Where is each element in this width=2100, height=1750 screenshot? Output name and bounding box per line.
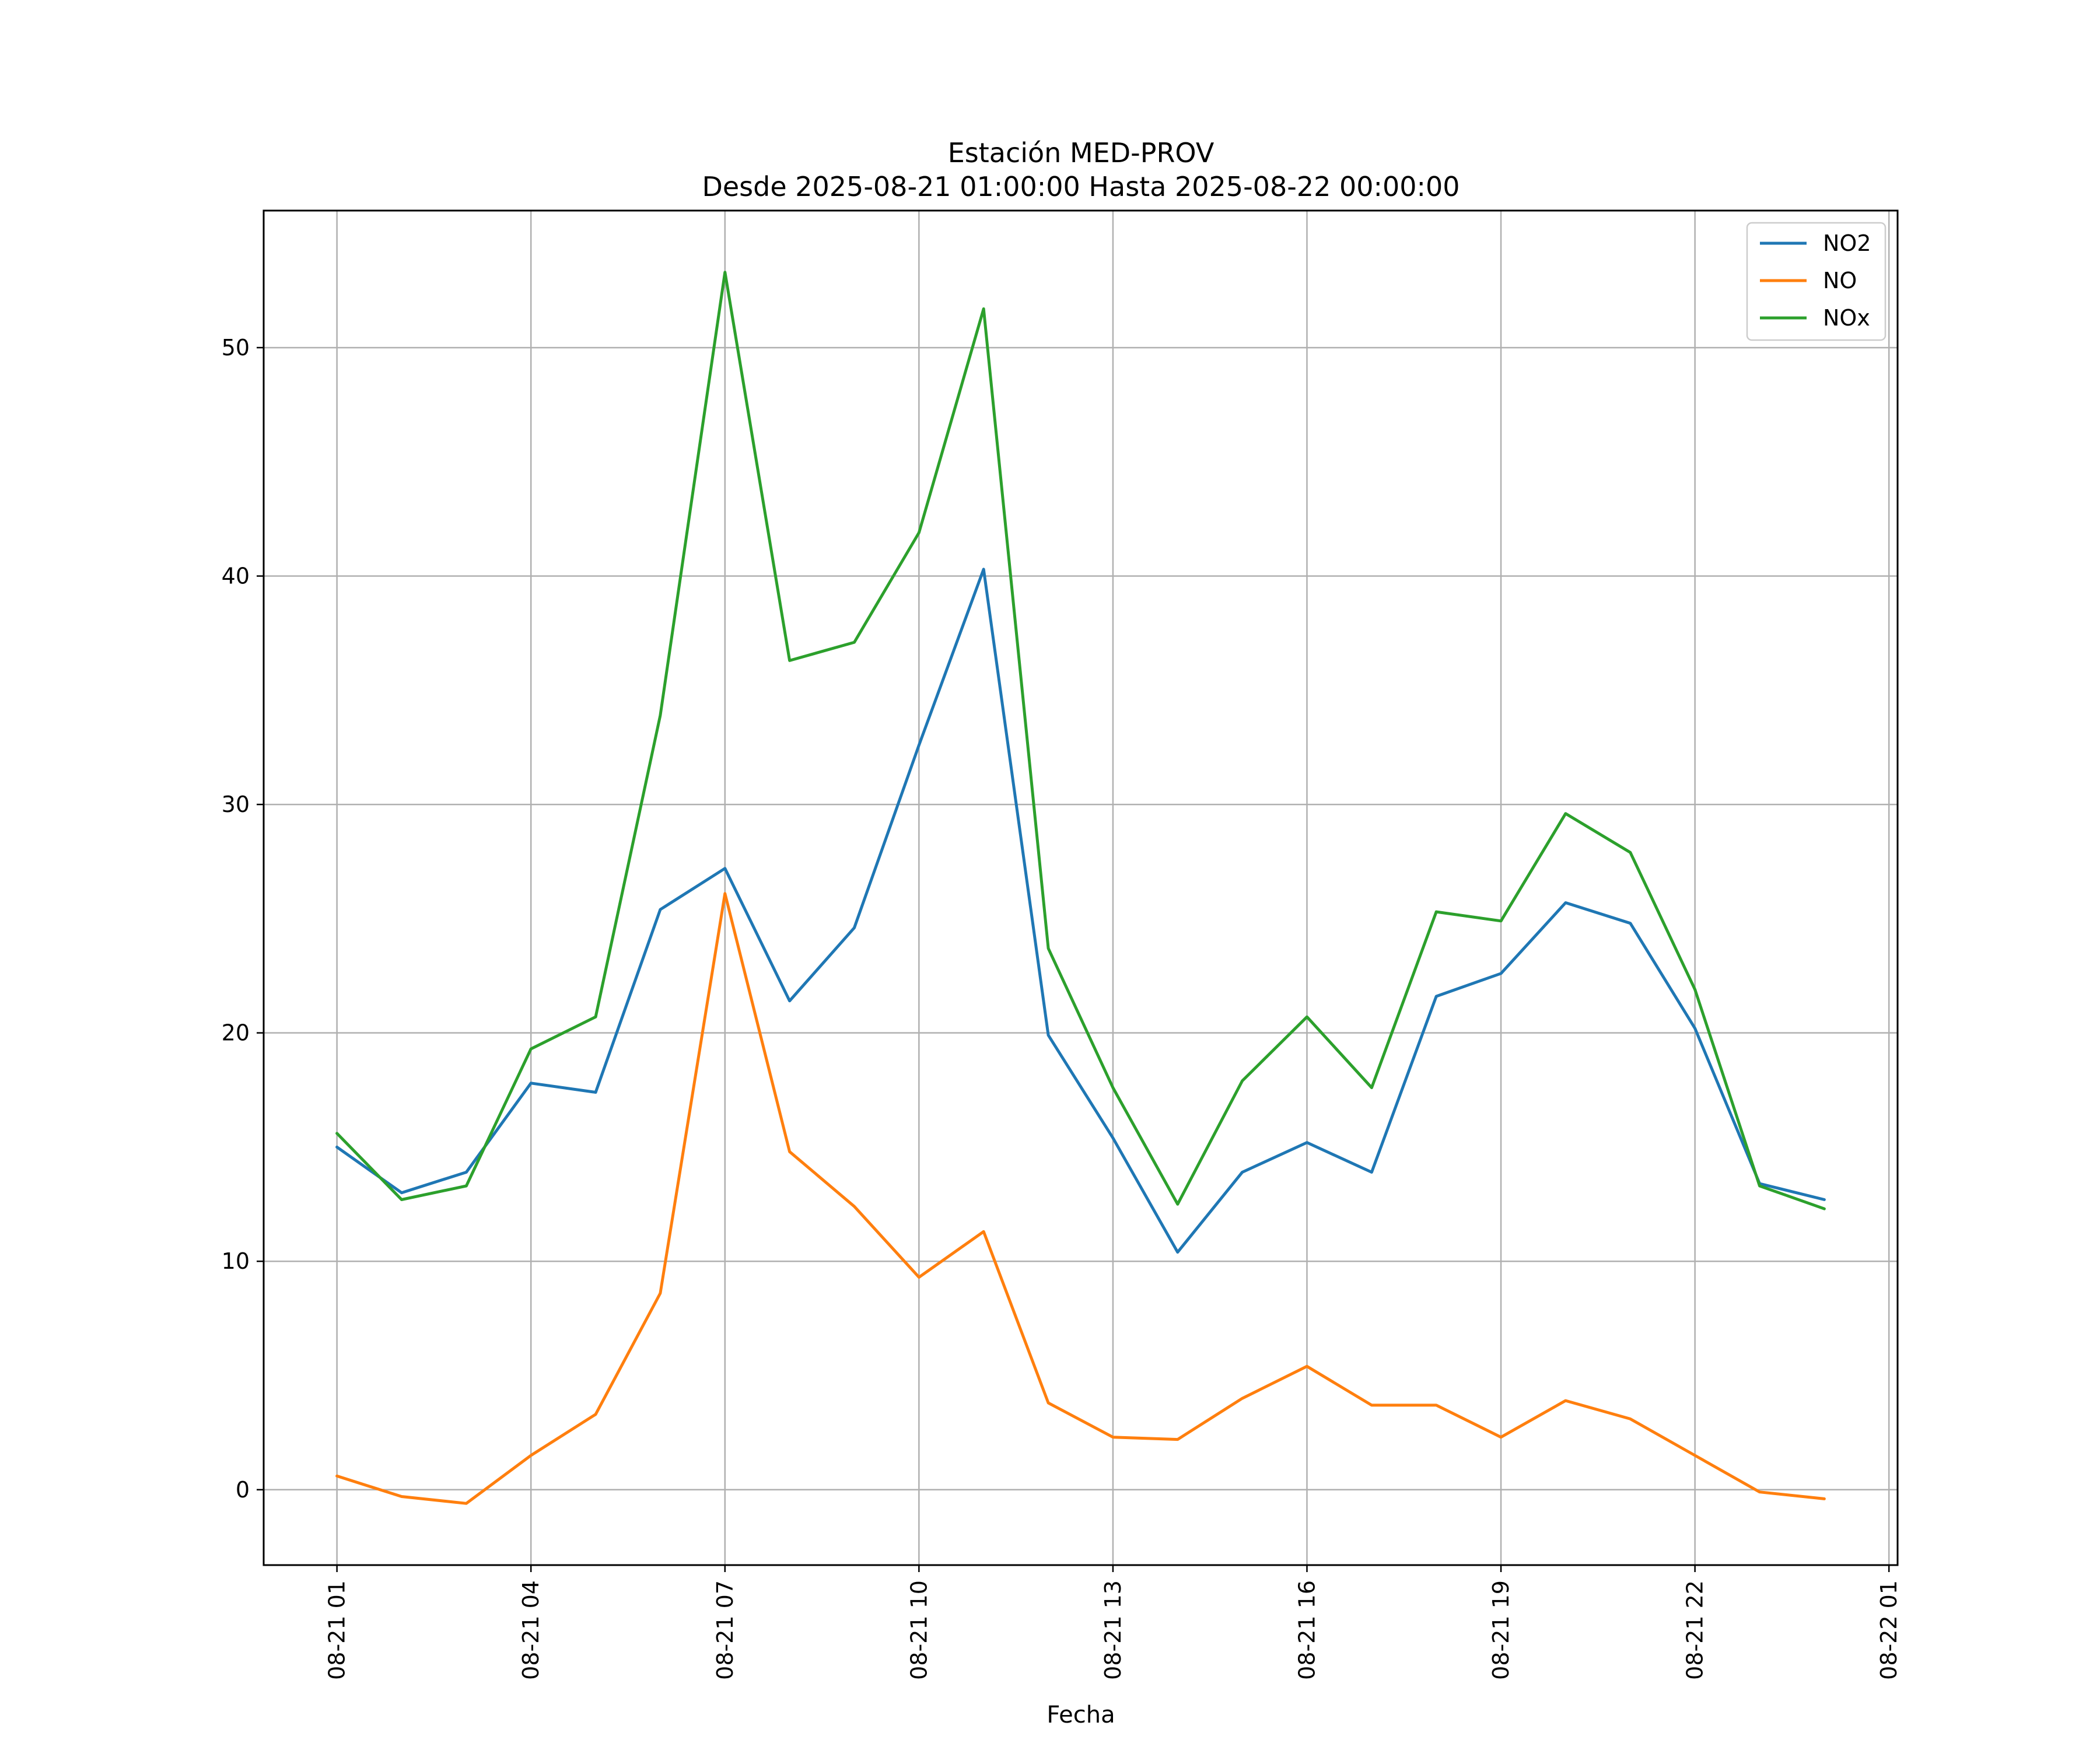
y-tick-label: 40 (222, 564, 250, 589)
y-tick-label: 30 (222, 792, 250, 817)
x-tick-label: 08-21 13 (1100, 1580, 1126, 1680)
legend-box (1746, 222, 1887, 341)
axis-ticks: 08-21 01 08-21 04 08-21 07 08-21 10 08-21 13… (222, 335, 1902, 1680)
x-tick-label: 08-21 16 (1294, 1580, 1320, 1680)
legend-label-no: NO (1823, 268, 1857, 293)
chart-title: Estación MED-PROV (948, 137, 1214, 169)
grid-lines (264, 211, 1898, 1565)
x-tick-label: 08-21 04 (518, 1580, 544, 1680)
plot-area-frame (262, 209, 1899, 1566)
series-line-nox (335, 271, 1826, 1210)
x-tick-label: 08-21 07 (712, 1580, 738, 1680)
y-tick-label: 20 (222, 1020, 250, 1046)
y-tick-label: 10 (222, 1248, 250, 1274)
x-tick-label: 08-22 01 (1876, 1580, 1902, 1680)
series-line-no2 (335, 568, 1826, 1254)
x-tick-label: 08-21 22 (1682, 1580, 1708, 1680)
series-lines (335, 271, 1826, 1505)
legend-label-nox: NOx (1823, 305, 1870, 331)
x-axis-label: Fecha (1046, 1702, 1115, 1728)
x-tick-label: 08-21 10 (906, 1580, 932, 1680)
chart-subtitle: Desde 2025-08-21 01:00:00 Hasta 2025-08-… (702, 171, 1460, 202)
legend-label-no2: NO2 (1823, 230, 1871, 256)
legend: NO2 NO NOx (1746, 222, 1887, 341)
series-line-no (335, 892, 1826, 1505)
y-tick-label: 50 (222, 335, 250, 360)
y-tick-label: 0 (236, 1477, 250, 1503)
x-tick-label: 08-21 01 (324, 1580, 350, 1680)
x-tick-label: 08-21 19 (1488, 1580, 1514, 1680)
